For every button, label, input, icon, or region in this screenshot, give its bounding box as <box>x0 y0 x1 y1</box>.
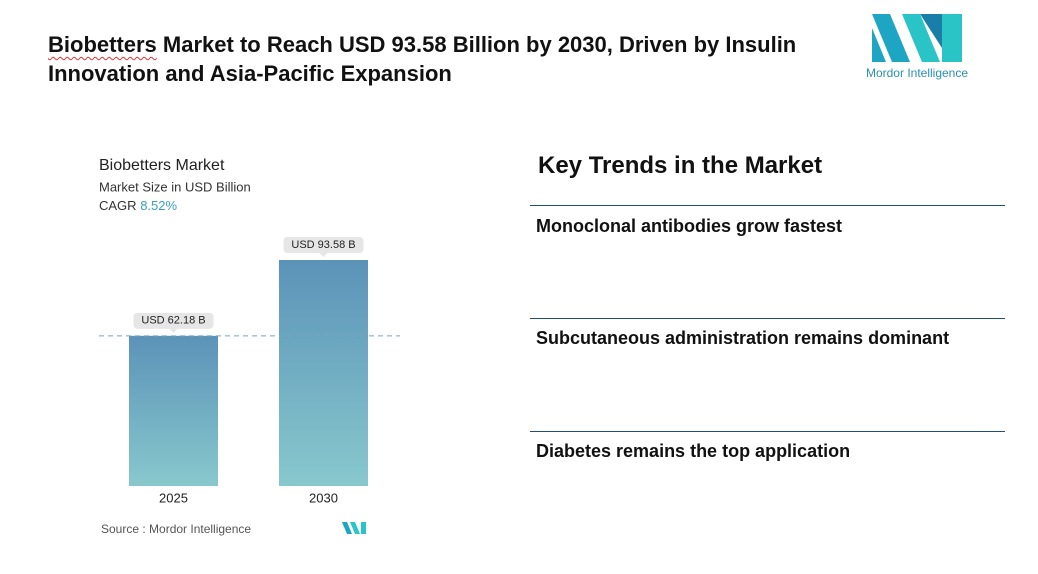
value-label-box <box>133 312 214 329</box>
divider <box>530 318 1005 319</box>
logo-mark <box>872 14 962 62</box>
chart-subtitle: Market Size in USD Billion <box>99 179 251 194</box>
trend-item: Diabetes remains the top application <box>536 441 851 461</box>
x-tick-label: 2030 <box>309 490 338 505</box>
source-logo <box>342 522 366 534</box>
bar <box>129 335 218 486</box>
value-label-box <box>283 237 364 253</box>
value-label: USD 93.58 B <box>291 239 355 251</box>
chart: Biobetters Market Market Size in USD Bil… <box>99 157 400 536</box>
chart-title: Biobetters Market <box>99 157 225 174</box>
source: Source : Mordor Intelligence <box>101 522 251 536</box>
logo-text: Mordor Intelligence <box>865 66 969 80</box>
cagr-value: 8.52% <box>140 198 177 213</box>
cagr: CAGR 8.52% <box>99 198 177 213</box>
divider <box>530 431 1005 432</box>
cagr-label: CAGR <box>99 198 137 213</box>
slide-title: Biobetters Market to Reach USD 93.58 Bil… <box>48 30 848 88</box>
trend-item: Subcutaneous administration remains domi… <box>536 328 950 348</box>
bar <box>279 260 368 486</box>
trends-heading: Key Trends in the Market <box>538 152 823 179</box>
divider <box>530 205 1005 206</box>
title-rest: Market to Reach USD 93.58 Billion by 203… <box>48 32 797 86</box>
title-first-word: Biobetters <box>48 32 157 57</box>
trend-item: Monoclonal antibodies grow fastest <box>536 216 843 236</box>
value-label-pointer <box>169 328 178 333</box>
value-label: USD 62.18 B <box>141 315 205 327</box>
value-label-pointer <box>319 253 328 257</box>
x-tick-label: 2025 <box>159 490 188 505</box>
